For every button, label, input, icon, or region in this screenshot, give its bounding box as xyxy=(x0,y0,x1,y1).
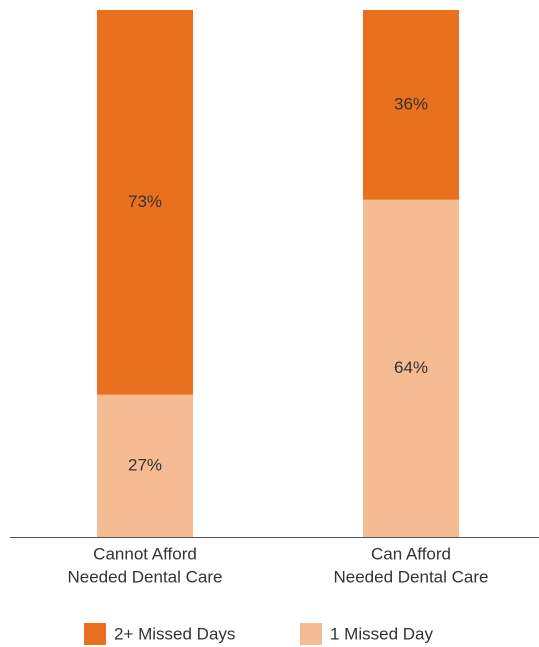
x-tick-label: Cannot Afford xyxy=(93,544,197,563)
legend-swatch xyxy=(84,623,106,645)
x-tick-label: Needed Dental Care xyxy=(334,567,489,586)
x-tick-label: Needed Dental Care xyxy=(68,567,223,586)
legend-label: 1 Missed Day xyxy=(330,624,433,643)
value-label: 64% xyxy=(394,358,428,377)
legend-swatch xyxy=(300,623,322,645)
x-tick-label: Can Afford xyxy=(371,544,451,563)
value-label: 36% xyxy=(394,94,428,113)
bar-segment xyxy=(97,10,193,395)
value-label: 27% xyxy=(128,455,162,474)
bar-segment xyxy=(97,394,193,537)
bar-segment xyxy=(363,10,459,200)
bar-segment xyxy=(363,199,459,537)
value-label: 73% xyxy=(128,192,162,211)
legend-label: 2+ Missed Days xyxy=(114,624,235,643)
